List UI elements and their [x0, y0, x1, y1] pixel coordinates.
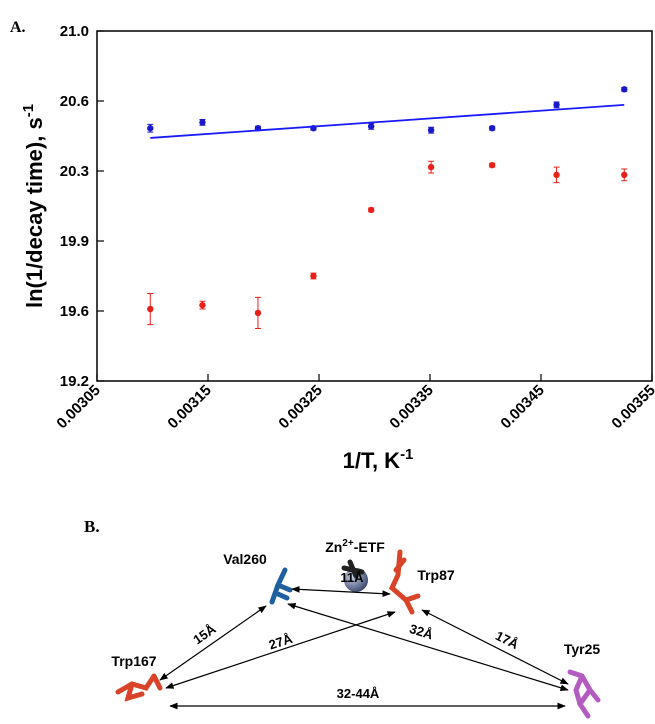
node-label: Trp167 — [111, 653, 156, 669]
diagram: B. Val260 Zn2+-ETF Trp87 Trp167 Tyr25 — [84, 517, 601, 719]
y-tick-label: 19.2 — [60, 373, 89, 390]
data-point — [488, 161, 496, 169]
panel-label: A. — [10, 19, 26, 36]
edge-label: 32Å — [408, 621, 436, 642]
data-point — [367, 123, 375, 130]
edge-label: 27Å — [267, 631, 295, 653]
data-point — [427, 163, 435, 171]
data-point — [427, 126, 435, 134]
edge-label: 11Å — [340, 570, 364, 585]
data-point — [254, 309, 262, 317]
y-tick-label: 19.9 — [60, 233, 89, 250]
arrow — [291, 586, 391, 597]
node-label: Val260 — [223, 551, 267, 567]
molecule-val260 — [269, 567, 293, 605]
data-point — [199, 119, 206, 126]
molecule-etf — [341, 559, 365, 579]
plot-frame — [96, 30, 653, 382]
fit-line — [150, 103, 625, 139]
data-point — [199, 301, 206, 309]
x-tick-label: 0.00325 — [275, 382, 325, 432]
x-tick-label: 0.00335 — [386, 382, 436, 432]
edge-label: 32-44Å — [337, 686, 380, 701]
data-point — [621, 86, 628, 93]
molecule-tyr25 — [567, 669, 601, 719]
y-tick-label: 20.3 — [60, 163, 89, 180]
x-axis-label-sup: -1 — [400, 446, 413, 463]
data-point — [553, 101, 560, 109]
panel-label: B. — [84, 517, 100, 536]
node-label-sup: 2+ — [342, 538, 354, 549]
y-tick-label: 19.6 — [60, 303, 89, 320]
data-point — [488, 125, 496, 132]
x-axis-label: 1/T, K-1 — [343, 446, 414, 473]
node-label-suffix: -ETF — [354, 539, 386, 555]
y-axis-label: ln(1/decay time), s-1 — [20, 104, 47, 308]
data-point — [621, 171, 628, 179]
y-tick-label: 21.0 — [60, 23, 89, 40]
node-label-text: Zn — [325, 539, 342, 555]
y-axis-label-sup: -1 — [20, 104, 37, 117]
y-tick-label: 20.6 — [60, 93, 89, 110]
node-label: Zn2+-ETF — [325, 538, 385, 555]
molecule-trp87 — [388, 549, 421, 615]
x-axis-label-text: 1/T, K — [343, 448, 401, 473]
data-point — [367, 206, 375, 214]
node-label: Trp87 — [417, 567, 455, 583]
data-point — [147, 305, 154, 313]
x-tick-label: 0.00315 — [164, 382, 214, 432]
data-point — [553, 171, 560, 179]
arrow — [165, 611, 396, 689]
arrows — [159, 586, 569, 710]
molecule-trp167 — [115, 673, 163, 702]
arrow — [287, 603, 569, 691]
data-point — [147, 125, 154, 132]
node-label: Tyr25 — [564, 641, 601, 657]
x-tick-label: 0.00345 — [497, 382, 547, 432]
arrow — [159, 605, 267, 681]
y-axis-label-text: ln(1/decay time), s — [22, 117, 47, 308]
x-tick-label: 0.00355 — [608, 382, 655, 432]
arrow — [421, 609, 569, 685]
edge-label: 15Å — [190, 621, 219, 647]
data-point — [310, 272, 317, 280]
